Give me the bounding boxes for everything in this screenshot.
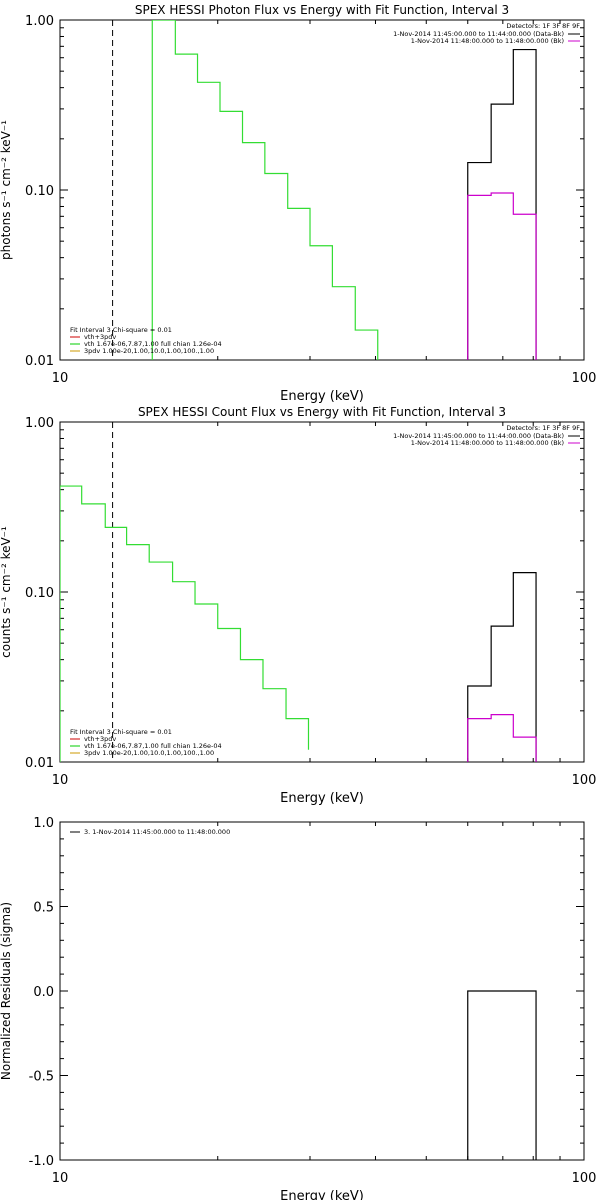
fit-legend-entry: vth+3pdv: [84, 735, 116, 743]
plot-frame: [59, 19, 585, 361]
y-axis-label: counts s⁻¹ cm⁻² keV⁻¹: [0, 526, 13, 658]
fit-header: Fit Interval 3 Chi-square = 0.01: [70, 728, 172, 736]
legend-entry: 1-Nov-2014 11:48:00.000 to 11:48:00.000 …: [411, 439, 564, 447]
y-tick-label: 0.0: [33, 985, 54, 1000]
x-tick-label: 100: [572, 1171, 597, 1186]
chart-title: SPEX HESSI Count Flux vs Energy with Fit…: [138, 405, 506, 419]
fit-header: Fit Interval 3 Chi-square = 0.01: [70, 326, 172, 334]
x-axis-label: Energy (keV): [280, 1189, 364, 1200]
y-tick-label: 0.01: [25, 354, 54, 369]
fit-legend-entry: vth+3pdv: [84, 333, 116, 341]
x-tick-label: 100: [572, 371, 597, 386]
y-tick-label: 0.10: [25, 586, 54, 601]
fit-legend-entry: vth 1.67e-06,7.87,1.00 full chian 1.26e-…: [84, 742, 222, 750]
series-1-line: [467, 48, 537, 360]
y-tick-label: 0.5: [33, 901, 54, 916]
fit-legend-entry: 3pdv 1.00e-20,1.00,10.0,1.00,100.,1.00: [84, 749, 214, 757]
fit-legend-entry: 3pdv 1.00e-20,1.00,10.0,1.00,100.,1.00: [84, 347, 214, 355]
chart-panel-3: 10 100 Energy (keV) -1.0 -0.5 0.0 0.5 1.0 Normal…: [0, 816, 596, 1200]
x-tick-label: 10: [52, 1171, 69, 1186]
series-0-line: [467, 990, 537, 1160]
series-0-line: [60, 485, 310, 762]
chart-panel-2: SPEX HESSI Count Flux vs Energy with Fit…: [0, 405, 596, 806]
legend-entry: 1-Nov-2014 11:45:00.000 to 11:44:00.000 …: [393, 432, 564, 440]
y-tick-label: 1.00: [25, 416, 54, 431]
y-tick-label: 1.00: [25, 14, 54, 29]
series-1-line: [467, 572, 537, 762]
plot-frame: [59, 421, 585, 763]
y-tick-label: 0.10: [25, 184, 54, 199]
chart-panel-1: SPEX HESSI Photon Flux vs Energy with Fi…: [0, 3, 596, 404]
data-layer: [467, 990, 537, 1160]
detectors-label: Detectors: 1F 3F 8F 9F: [506, 424, 580, 432]
x-tick-label: 10: [52, 773, 69, 788]
legend-entry: 1-Nov-2014 11:48:00.000 to 11:48:00.000 …: [411, 37, 564, 45]
y-tick-label: 0.01: [25, 756, 54, 771]
x-tick-label: 100: [572, 773, 597, 788]
x-axis-label: Energy (keV): [280, 791, 364, 806]
series-2-line: [467, 714, 537, 762]
legend-entry: 1-Nov-2014 11:45:00.000 to 11:44:00.000 …: [393, 30, 564, 38]
data-layer: [112, 20, 537, 360]
legend-entry: 3. 1-Nov-2014 11:45:00.000 to 11:48:00.0…: [84, 828, 230, 836]
y-tick-label: 1.0: [33, 816, 54, 831]
data-layer: [60, 422, 537, 762]
series-0-line: [151, 20, 379, 360]
series-2-line: [467, 192, 537, 360]
y-tick-label: -0.5: [29, 1070, 54, 1085]
x-tick-label: 10: [52, 371, 69, 386]
fit-legend-entry: vth 1.67e-06,7.87,1.00 full chian 1.26e-…: [84, 340, 222, 348]
y-axis-label: Normalized Residuals (sigma): [0, 902, 13, 1080]
chart-title: SPEX HESSI Photon Flux vs Energy with Fi…: [135, 3, 509, 17]
y-axis-label: photons s⁻¹ cm⁻² keV⁻¹: [0, 120, 13, 260]
y-tick-label: -1.0: [29, 1154, 54, 1169]
detectors-label: Detectors: 1F 3F 8F 9F: [506, 22, 580, 30]
x-axis-label: Energy (keV): [280, 389, 364, 404]
